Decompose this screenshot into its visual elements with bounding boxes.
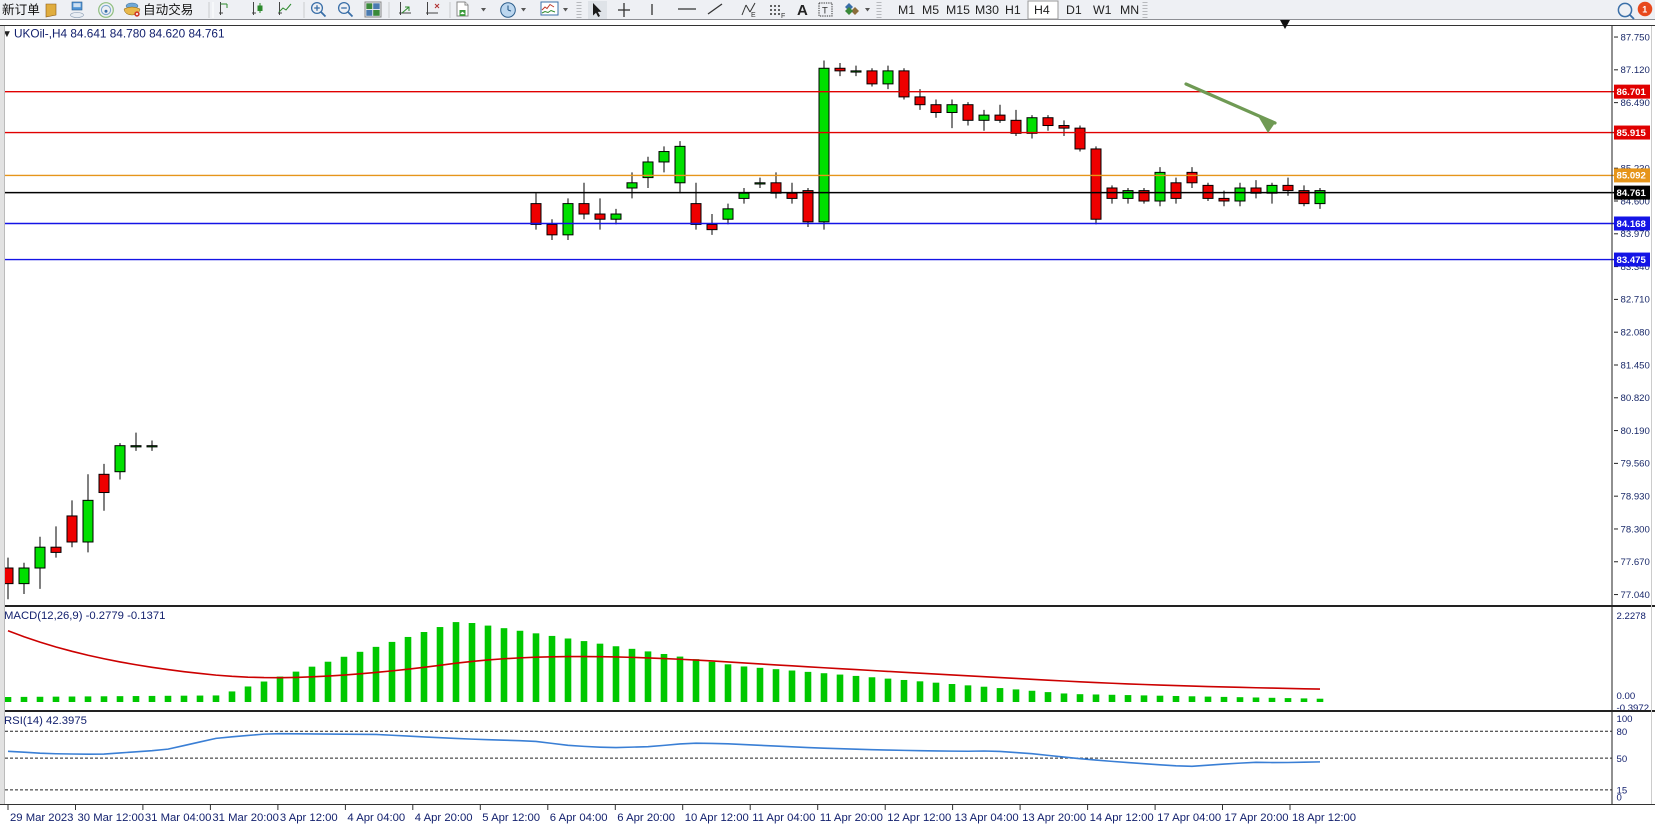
svg-text:UKOil-,H4 84.641 84.780 84.62: UKOil-,H4 84.641 84.780 84.620 84.761	[14, 27, 225, 41]
svg-text:12 Apr 12:00: 12 Apr 12:00	[887, 812, 951, 824]
svg-text:100: 100	[1617, 714, 1633, 725]
svg-text:79.560: 79.560	[1621, 459, 1650, 470]
svg-text:H1: H1	[1005, 3, 1021, 17]
svg-text:RSI(14) 42.3975: RSI(14) 42.3975	[4, 715, 87, 727]
svg-text:3 Apr 12:00: 3 Apr 12:00	[280, 812, 338, 824]
svg-text:78.930: 78.930	[1621, 491, 1650, 502]
svg-text:11 Apr 04:00: 11 Apr 04:00	[752, 812, 815, 824]
svg-text:85.915: 85.915	[1617, 128, 1647, 139]
svg-text:77.670: 77.670	[1621, 557, 1650, 568]
svg-text:30 Mar 12:00: 30 Mar 12:00	[78, 812, 145, 824]
svg-text:86.701: 86.701	[1617, 87, 1647, 98]
svg-text:10 Apr 12:00: 10 Apr 12:00	[685, 812, 749, 824]
svg-text:MN: MN	[1120, 3, 1139, 17]
svg-text:2.2278: 2.2278	[1617, 611, 1646, 622]
svg-text:13 Apr 04:00: 13 Apr 04:00	[955, 812, 1019, 824]
svg-text:84.761: 84.761	[1617, 188, 1647, 199]
svg-text:-0.3972: -0.3972	[1617, 703, 1650, 710]
svg-text:87.120: 87.120	[1621, 65, 1650, 76]
svg-text:6 Apr 20:00: 6 Apr 20:00	[617, 812, 675, 824]
svg-text:80.190: 80.190	[1621, 426, 1650, 437]
svg-text:M15: M15	[946, 3, 970, 17]
svg-text:81.450: 81.450	[1621, 360, 1650, 371]
svg-text:80.820: 80.820	[1621, 393, 1650, 404]
svg-text:W1: W1	[1093, 3, 1112, 17]
svg-text:T: T	[822, 6, 828, 17]
svg-text:17 Apr 20:00: 17 Apr 20:00	[1225, 812, 1289, 824]
svg-text:H4: H4	[1034, 3, 1050, 17]
svg-text:4 Apr 20:00: 4 Apr 20:00	[415, 812, 473, 824]
svg-text:84.168: 84.168	[1617, 219, 1647, 230]
svg-text:87.750: 87.750	[1621, 32, 1650, 43]
svg-text:80: 80	[1617, 727, 1628, 738]
svg-text:5 Apr 12:00: 5 Apr 12:00	[482, 812, 540, 824]
svg-text:50: 50	[1617, 754, 1628, 765]
svg-text:29 Mar 2023: 29 Mar 2023	[10, 812, 73, 824]
svg-text:M5: M5	[922, 3, 939, 17]
svg-text:83.475: 83.475	[1617, 255, 1647, 266]
svg-text:17 Apr 04:00: 17 Apr 04:00	[1157, 812, 1221, 824]
svg-text:M30: M30	[975, 3, 999, 17]
svg-text:86.490: 86.490	[1621, 98, 1650, 109]
svg-text:14 Apr 12:00: 14 Apr 12:00	[1090, 812, 1154, 824]
svg-text:13 Apr 20:00: 13 Apr 20:00	[1022, 812, 1086, 824]
svg-text:78.300: 78.300	[1621, 524, 1650, 535]
svg-text:M1: M1	[898, 3, 915, 17]
svg-text:77.040: 77.040	[1621, 590, 1650, 601]
svg-text:1: 1	[1642, 4, 1647, 14]
svg-text:31 Mar 20:00: 31 Mar 20:00	[212, 812, 279, 824]
svg-text:82.080: 82.080	[1621, 327, 1650, 338]
svg-text:MACD(12,26,9) -0.2779 -0.1371: MACD(12,26,9) -0.2779 -0.1371	[4, 610, 165, 622]
svg-text:18 Apr 12:00: 18 Apr 12:00	[1292, 812, 1356, 824]
svg-text:83.970: 83.970	[1621, 229, 1650, 240]
svg-text:D1: D1	[1066, 3, 1082, 17]
svg-text:31 Mar 04:00: 31 Mar 04:00	[145, 812, 212, 824]
svg-text:E: E	[751, 12, 756, 19]
svg-text:A: A	[797, 2, 808, 19]
svg-text:4 Apr 04:00: 4 Apr 04:00	[347, 812, 405, 824]
svg-text:0.00: 0.00	[1617, 691, 1636, 702]
svg-text:0: 0	[1617, 793, 1622, 804]
svg-text:82.710: 82.710	[1621, 295, 1650, 306]
svg-text:自动交易: 自动交易	[143, 2, 193, 17]
svg-text:85.092: 85.092	[1617, 171, 1646, 182]
svg-text:11 Apr 20:00: 11 Apr 20:00	[820, 812, 883, 824]
svg-text:新订单: 新订单	[2, 2, 40, 17]
svg-text:F: F	[781, 13, 785, 20]
svg-text:6 Apr 04:00: 6 Apr 04:00	[550, 812, 608, 824]
